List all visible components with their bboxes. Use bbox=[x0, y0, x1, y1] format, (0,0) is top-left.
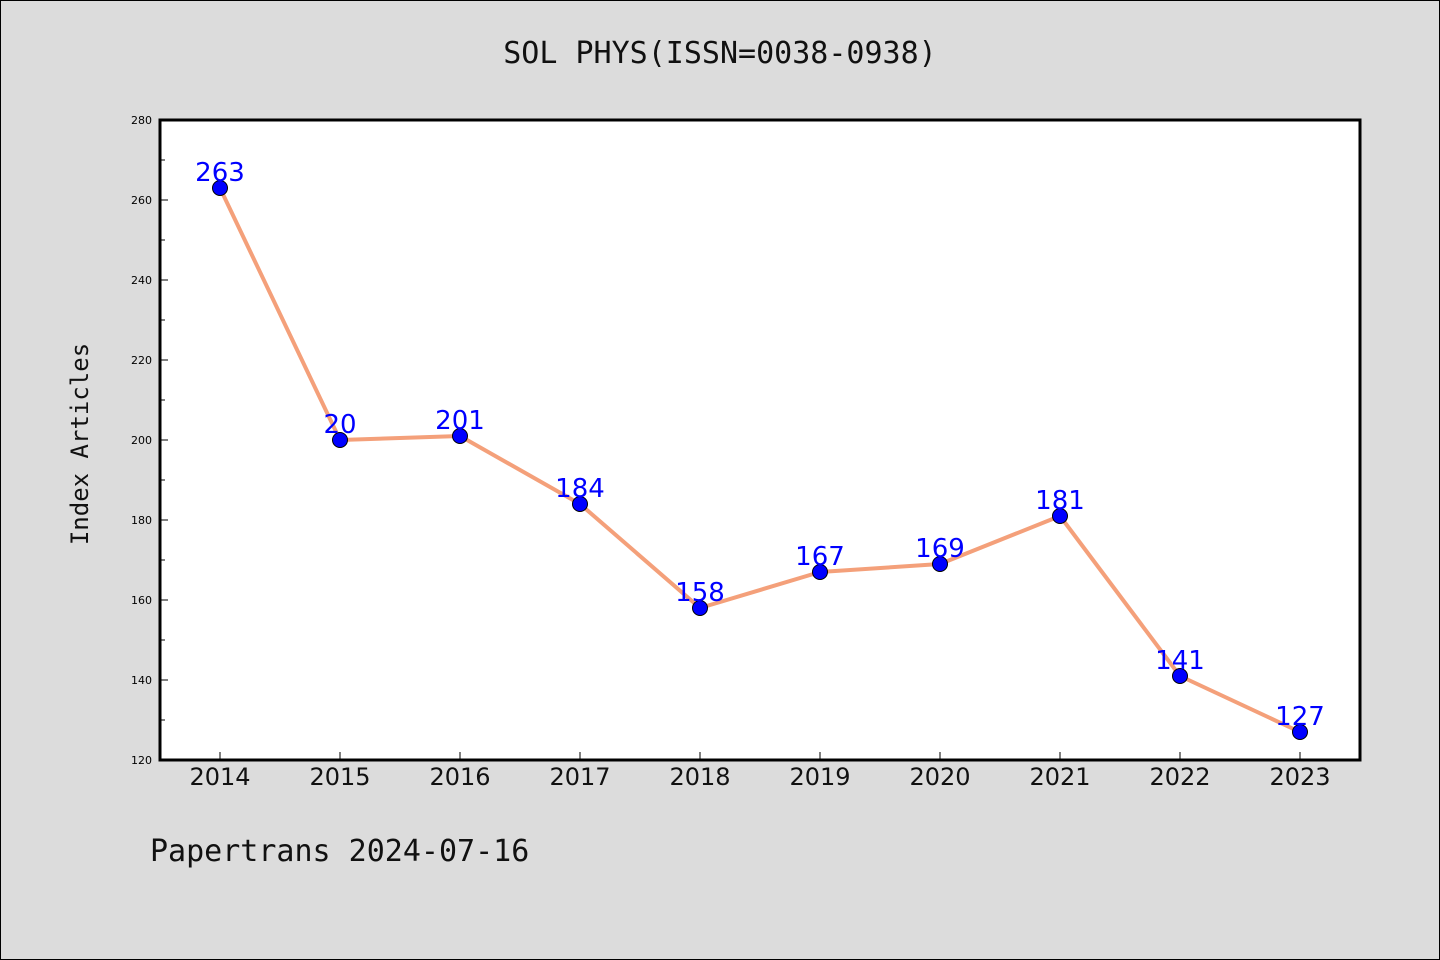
y-tick-label: 200 bbox=[131, 434, 152, 447]
data-point bbox=[572, 496, 588, 512]
data-point bbox=[452, 428, 468, 444]
y-tick-label: 160 bbox=[131, 594, 152, 607]
x-tick-label: 2014 bbox=[189, 763, 250, 791]
x-tick-label: 2022 bbox=[1149, 763, 1210, 791]
data-point bbox=[1172, 668, 1188, 684]
x-axis: 2014 2015 2016 2017 2018 2019 2020 2021 2022 2023 bbox=[189, 752, 1331, 791]
x-tick-label: 2016 bbox=[429, 763, 490, 791]
data-point bbox=[1292, 724, 1308, 740]
x-tick-label: 2015 bbox=[309, 763, 370, 791]
y-tick-label: 120 bbox=[131, 754, 152, 767]
data-point bbox=[812, 564, 828, 580]
data-label: 169 bbox=[915, 534, 965, 564]
x-tick-label: 2023 bbox=[1269, 763, 1330, 791]
x-tick-label: 2021 bbox=[1029, 763, 1090, 791]
chart-title: SOL PHYS(ISSN=0038-0938) bbox=[503, 36, 937, 71]
x-tick-label: 2018 bbox=[669, 763, 730, 791]
y-tick-label: 180 bbox=[131, 514, 152, 527]
data-label: 127 bbox=[1275, 702, 1325, 732]
y-tick-label: 140 bbox=[131, 674, 152, 687]
data-label: 167 bbox=[795, 542, 845, 572]
data-label: 20 bbox=[323, 410, 356, 440]
x-tick-label: 2017 bbox=[549, 763, 610, 791]
data-point bbox=[1052, 508, 1068, 524]
y-tick-label: 260 bbox=[131, 194, 152, 207]
data-point bbox=[212, 180, 228, 196]
data-label: 201 bbox=[435, 406, 485, 436]
y-tick-label: 240 bbox=[131, 274, 152, 287]
y-tick-label: 220 bbox=[131, 354, 152, 367]
y-tick-label: 280 bbox=[131, 114, 152, 127]
data-point bbox=[332, 432, 348, 448]
data-point bbox=[692, 600, 708, 616]
data-label: 141 bbox=[1155, 646, 1205, 676]
series-line bbox=[218, 187, 1301, 734]
x-tick-label: 2019 bbox=[789, 763, 850, 791]
series: 263 20 201 184 158 167 169 181 141 127 bbox=[195, 158, 1325, 740]
data-label: 181 bbox=[1035, 486, 1085, 516]
y-axis: 120 140 160 180 200 220 240 260 280 bbox=[131, 114, 168, 767]
data-label: 184 bbox=[555, 474, 605, 504]
x-tick-label: 2020 bbox=[909, 763, 970, 791]
data-point bbox=[932, 556, 948, 572]
data-label: 158 bbox=[675, 578, 725, 608]
footer-note: Papertrans 2024-07-16 bbox=[150, 834, 530, 869]
data-label: 263 bbox=[195, 158, 245, 188]
